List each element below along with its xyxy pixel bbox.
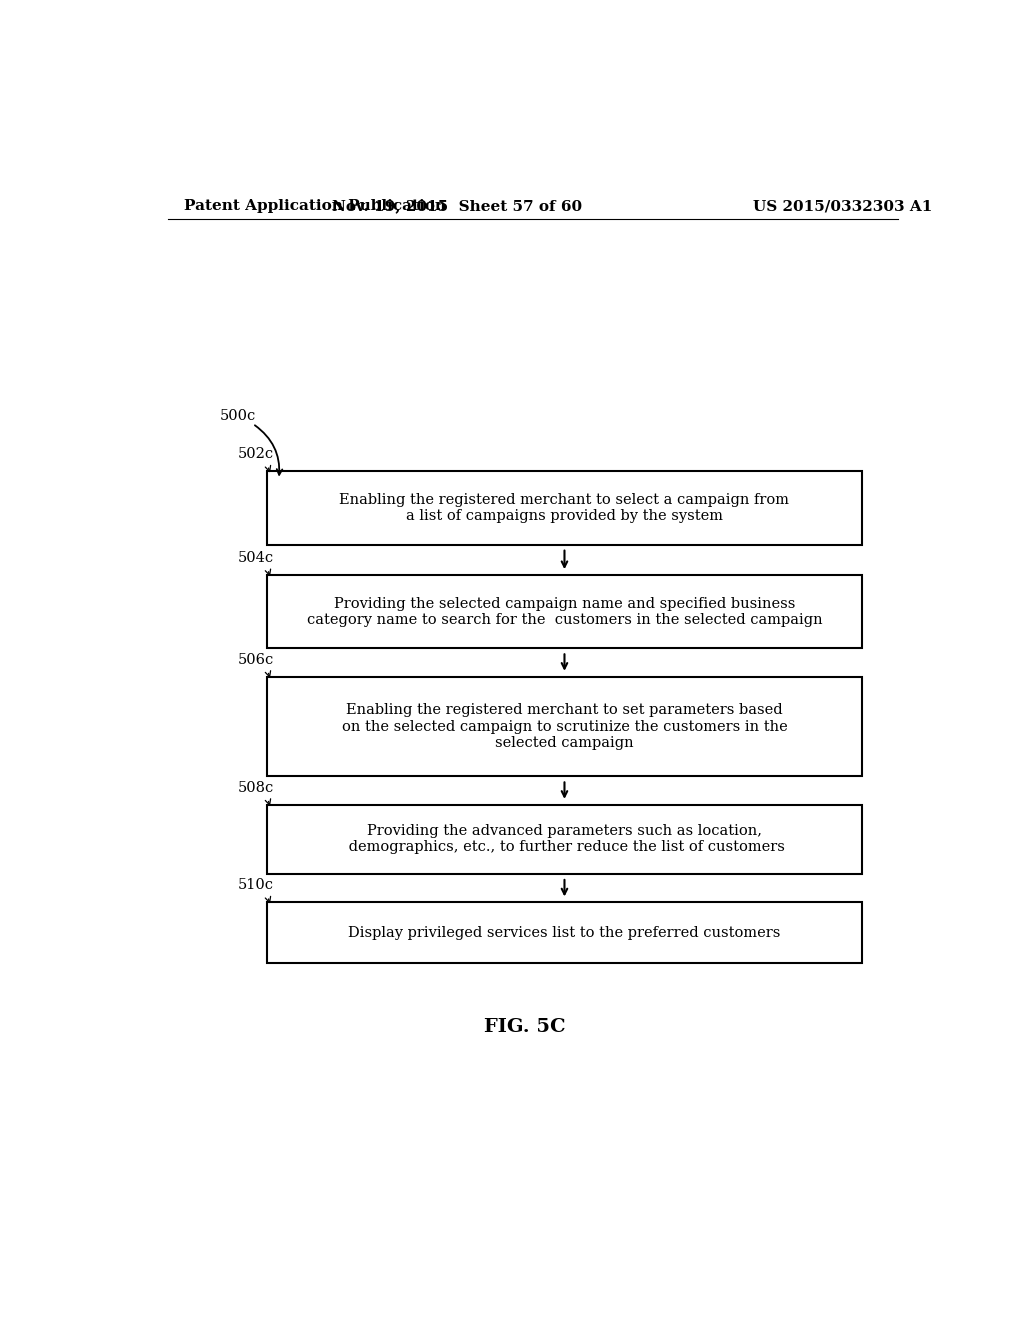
Text: Enabling the registered merchant to set parameters based
on the selected campaig: Enabling the registered merchant to set … bbox=[342, 704, 787, 750]
Text: Patent Application Publication: Patent Application Publication bbox=[183, 199, 445, 213]
Text: Providing the selected campaign name and specified business
category name to sea: Providing the selected campaign name and… bbox=[306, 597, 822, 627]
Text: 508c: 508c bbox=[238, 780, 273, 795]
Text: FIG. 5C: FIG. 5C bbox=[484, 1019, 565, 1036]
Text: Nov. 19, 2015  Sheet 57 of 60: Nov. 19, 2015 Sheet 57 of 60 bbox=[332, 199, 583, 213]
Bar bbox=[267, 576, 862, 648]
Bar bbox=[267, 903, 862, 964]
Text: 504c: 504c bbox=[238, 550, 273, 565]
Bar bbox=[267, 471, 862, 545]
Text: Display privileged services list to the preferred customers: Display privileged services list to the … bbox=[348, 925, 780, 940]
Text: 510c: 510c bbox=[238, 878, 273, 892]
Text: 500c: 500c bbox=[219, 409, 256, 422]
Bar bbox=[267, 805, 862, 874]
Text: 506c: 506c bbox=[238, 652, 273, 667]
Bar bbox=[267, 677, 862, 776]
Text: Providing the advanced parameters such as location,
 demographics, etc., to furt: Providing the advanced parameters such a… bbox=[344, 824, 785, 854]
Text: Enabling the registered merchant to select a campaign from
a list of campaigns p: Enabling the registered merchant to sele… bbox=[340, 492, 790, 523]
Text: 502c: 502c bbox=[238, 447, 273, 461]
Text: US 2015/0332303 A1: US 2015/0332303 A1 bbox=[753, 199, 932, 213]
